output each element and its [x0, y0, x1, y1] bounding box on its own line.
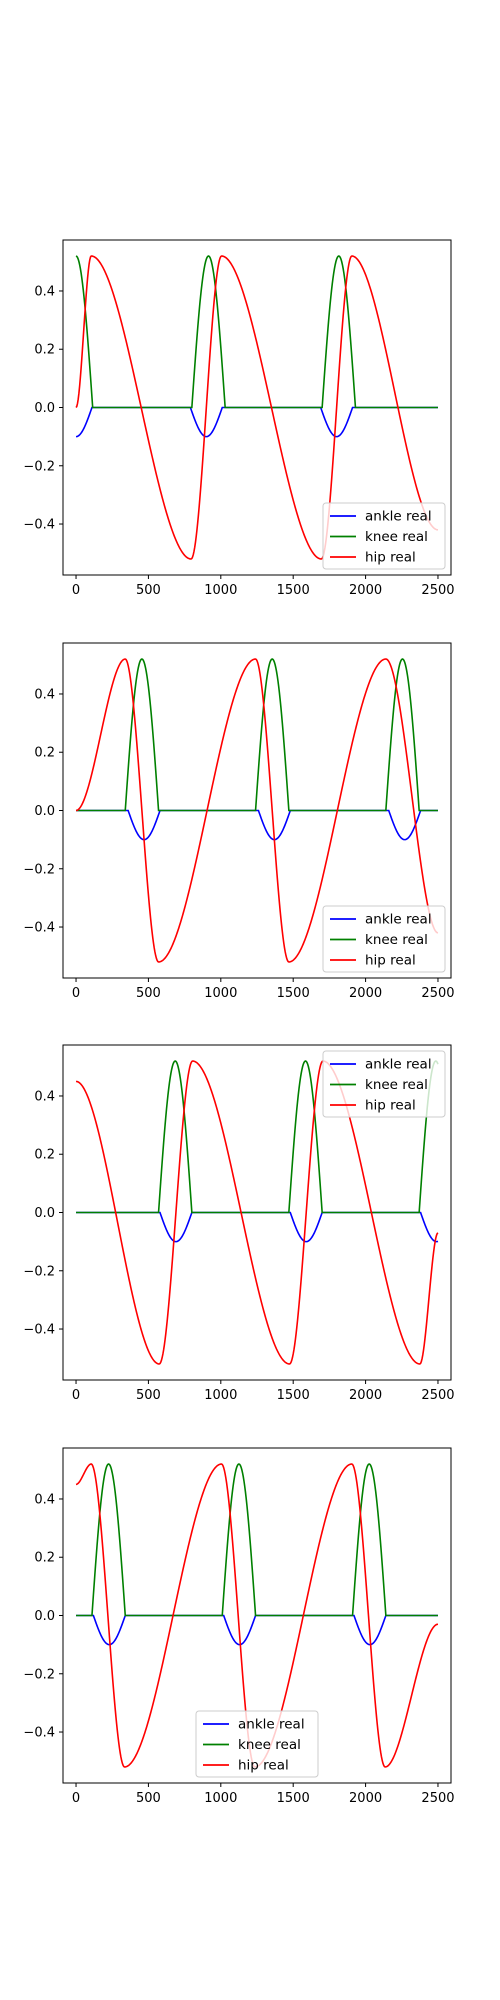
- chart-panel-4: 0 500 1000 1500 2000 2500 −0.4 −0.2 0.0 0.2 0.4 ank…: [23, 1447, 455, 1806]
- y-tick-label: 0.2: [34, 343, 55, 358]
- y-tick-label: −0.4: [23, 1726, 55, 1741]
- legend-label: knee real: [365, 932, 428, 948]
- y-tick-label: 0.2: [34, 1148, 55, 1163]
- series-line-ankle-real: [75, 406, 438, 438]
- series-line-knee-real: [76, 658, 438, 812]
- chart-panel-1: 0 500 1000 1500 2000 2500 −0.4 −0.2 0.0 0.2 0.4 ank…: [23, 239, 455, 598]
- series-line-knee-real: [76, 1463, 438, 1617]
- x-tick-label: 0: [72, 1388, 80, 1403]
- legend-label: ankle real: [238, 1717, 305, 1733]
- x-tick-label: 1000: [204, 986, 237, 1001]
- x-tick-label: 0: [72, 986, 80, 1001]
- legend-label: hip real: [365, 550, 416, 566]
- legend-label: hip real: [365, 953, 416, 969]
- x-tick-label: 0: [72, 1791, 80, 1806]
- y-tick-label: −0.2: [23, 862, 55, 877]
- y-tick-label: 0.4: [34, 1089, 55, 1104]
- y-tick-label: 0.0: [34, 804, 55, 819]
- y-tick-label: −0.4: [23, 518, 55, 533]
- legend: ankle real knee real hip real: [322, 905, 446, 973]
- y-tick-label: −0.2: [23, 1667, 55, 1682]
- legend-box: [195, 1710, 319, 1778]
- x-tick-label: 1500: [277, 1791, 310, 1806]
- series-line-knee-real: [75, 255, 438, 409]
- legend-label: ankle real: [365, 912, 432, 928]
- legend-label: hip real: [238, 1758, 289, 1774]
- x-tick-label: 2500: [421, 986, 454, 1001]
- x-tick-label: 1500: [277, 986, 310, 1001]
- y-tick-label: 0.4: [34, 284, 55, 299]
- legend: ankle real knee real hip real: [195, 1710, 319, 1778]
- chart-panel-2: 0 500 1000 1500 2000 2500 −0.4 −0.2 0.0 0.2 0.4 ank…: [23, 642, 455, 1001]
- y-tick-label: 0.0: [34, 401, 55, 416]
- y-tick-label: 0.0: [34, 1609, 55, 1624]
- legend-box: [322, 905, 446, 973]
- x-tick-label: 500: [136, 1791, 161, 1806]
- legend-label: hip real: [365, 1098, 416, 1114]
- x-tick-label: 0: [72, 583, 80, 598]
- y-tick-label: 0.2: [34, 746, 55, 761]
- legend-label: ankle real: [365, 1057, 432, 1073]
- x-tick-label: 1500: [277, 583, 310, 598]
- legend: ankle real knee real hip real: [322, 1050, 446, 1118]
- x-tick-label: 1500: [277, 1388, 310, 1403]
- chart-panel-3: 0 500 1000 1500 2000 2500 −0.4 −0.2 0.0 0.2 0.4 ank…: [23, 1044, 455, 1403]
- x-tick-label: 2000: [349, 1388, 382, 1403]
- legend-label: knee real: [365, 1077, 428, 1093]
- y-tick-label: −0.2: [23, 1264, 55, 1279]
- x-tick-label: 1000: [204, 583, 237, 598]
- y-tick-label: 0.2: [34, 1551, 55, 1566]
- series-line-hip-real: [75, 658, 439, 963]
- legend: ankle real knee real hip real: [322, 502, 446, 570]
- series-line-ankle-real: [76, 1211, 439, 1243]
- x-tick-label: 2500: [421, 583, 454, 598]
- y-tick-label: −0.4: [23, 921, 55, 936]
- x-tick-label: 2000: [349, 1791, 382, 1806]
- legend-label: knee real: [365, 529, 428, 545]
- y-tick-label: 0.4: [34, 1492, 55, 1507]
- x-tick-label: 2000: [349, 986, 382, 1001]
- legend-label: knee real: [238, 1737, 301, 1753]
- series-line-hip-real: [75, 255, 439, 560]
- x-tick-label: 2500: [421, 1791, 454, 1806]
- y-tick-label: −0.4: [23, 1323, 55, 1338]
- series-line-hip-real: [75, 1060, 439, 1365]
- x-tick-label: 500: [136, 986, 161, 1001]
- x-tick-label: 1000: [204, 1388, 237, 1403]
- x-tick-label: 2500: [421, 1388, 454, 1403]
- y-tick-label: 0.4: [34, 687, 55, 702]
- series-line-knee-real: [76, 1060, 439, 1214]
- series-line-ankle-real: [76, 809, 438, 841]
- x-tick-label: 500: [136, 583, 161, 598]
- x-tick-label: 2000: [349, 583, 382, 598]
- legend-box: [322, 502, 446, 570]
- x-tick-label: 1000: [204, 1791, 237, 1806]
- legend-label: ankle real: [365, 509, 432, 525]
- x-tick-label: 500: [136, 1388, 161, 1403]
- y-tick-label: 0.0: [34, 1206, 55, 1221]
- legend-box: [322, 1050, 446, 1118]
- y-tick-label: −0.2: [23, 459, 55, 474]
- series-line-ankle-real: [76, 1614, 438, 1646]
